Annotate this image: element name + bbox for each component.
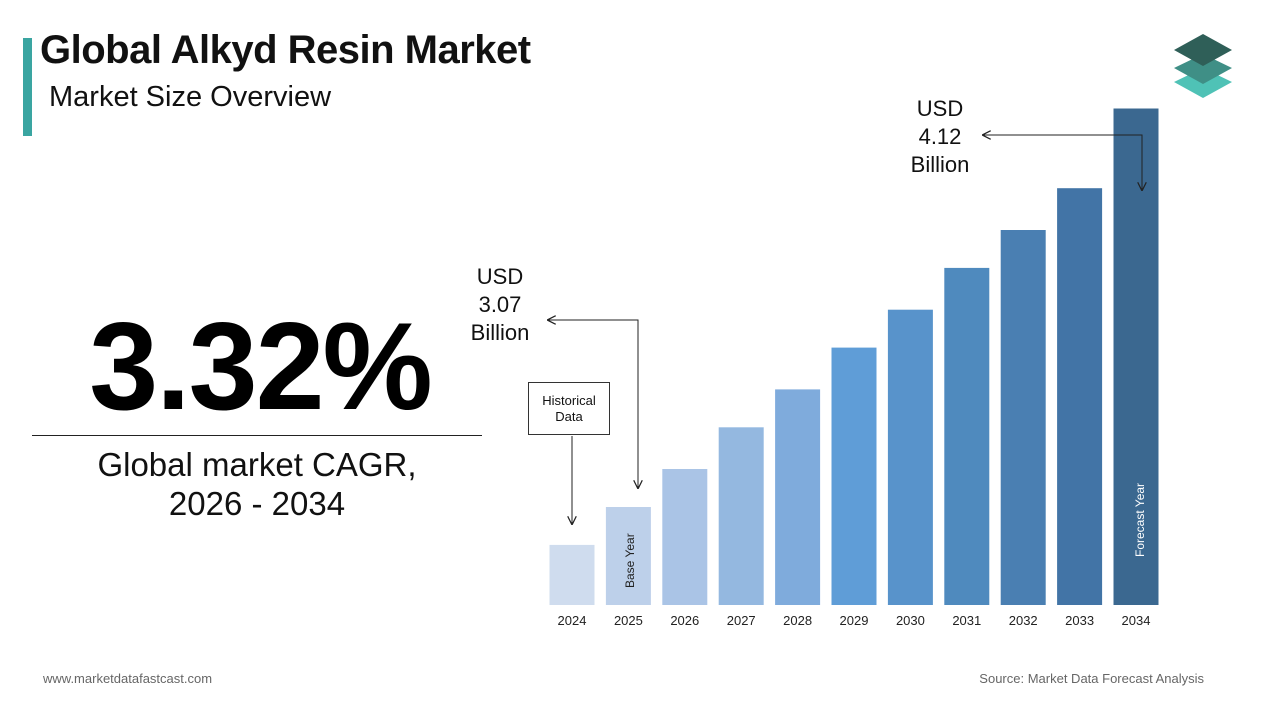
cagr-label: Global market CAGR, 2026 - 2034 [32,445,482,523]
cagr-label-line1: Global market CAGR, [97,446,417,483]
source-note: Source: Market Data Forecast Analysis [979,671,1204,686]
page-title: Global Alkyd Resin Market [40,28,531,72]
bar-2027 [718,427,764,605]
bar-2033 [1057,188,1103,605]
divider [32,435,482,436]
tick-label-2024: 2024 [558,613,587,628]
cagr-label-line2: 2026 - 2034 [168,485,346,522]
tick-label-2027: 2027 [727,613,756,628]
end-value-currency: USD [916,96,964,121]
layers-logo-icon [1174,34,1232,98]
tick-label-2028: 2028 [783,613,812,628]
end-value-number: 4.12 [918,124,962,149]
logo-layer-middle [1174,54,1232,84]
bar-2025 [605,507,651,605]
base-year-label: Base Year [623,533,637,588]
bar-2024 [549,544,595,605]
historical-data-box: Historical Data [528,382,610,435]
end-value-unit: Billion [910,152,970,177]
website-link[interactable]: www.marketdatafastcast.com [43,671,213,686]
tick-label-2034: 2034 [1122,613,1151,628]
bar-2031 [944,267,990,605]
arrow-2025 [548,320,638,488]
bars [549,108,1159,605]
bar-2029 [831,347,877,605]
bar-2034 [1113,108,1159,605]
end-value-annotation: USD 4.12 Billion [890,95,990,179]
tick-label-2029: 2029 [840,613,869,628]
bar-2030 [887,309,933,605]
page-subtitle: Market Size Overview [49,81,332,113]
arrow-2034 [983,135,1142,190]
tick-label-2025: 2025 [614,613,643,628]
bar-2028 [775,389,821,605]
tick-label-2030: 2030 [896,613,925,628]
start-value-annotation: USD 3.07 Billion [450,263,550,347]
tick-label-2033: 2033 [1065,613,1094,628]
start-value-currency: USD [476,264,524,289]
bar-2032 [1000,230,1046,605]
tick-label-2032: 2032 [1009,613,1038,628]
start-value-unit: Billion [470,320,530,345]
x-axis-ticks: 2024 2025 2026 2027 2028 2029 2030 2031 2032 2033… [558,613,1151,628]
historical-line2: Data [555,408,583,424]
bar-2026 [662,469,708,605]
tick-label-2031: 2031 [952,613,981,628]
cagr-value: 3.32% [89,298,433,436]
title-accent-bar [23,38,32,136]
tick-label-2026: 2026 [670,613,699,628]
logo-layer-top [1174,34,1232,66]
forecast-year-label: Forecast Year [1133,483,1147,557]
historical-line1: Historical [542,392,596,408]
start-value-number: 3.07 [478,292,522,317]
